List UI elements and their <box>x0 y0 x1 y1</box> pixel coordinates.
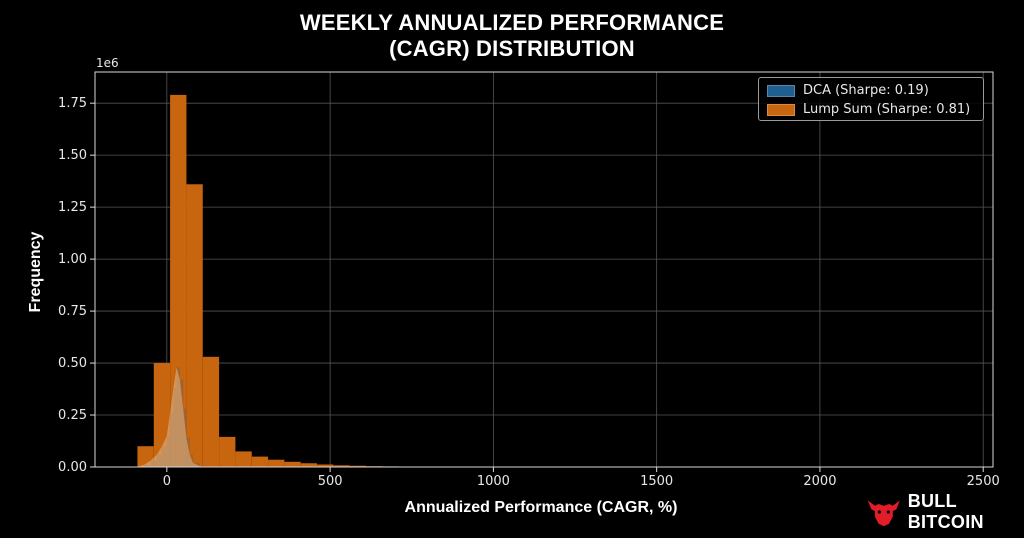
ticks: 0 500 1000 1500 2000 2500 0.00 0.25 0.50 0.75 1.00… <box>58 96 1000 489</box>
lump-sum-bar <box>251 456 269 467</box>
dca-bar <box>143 464 151 467</box>
x-tick-label: 1500 <box>640 474 673 489</box>
bull-head-icon <box>867 500 900 527</box>
legend-item-lump-sum: Lump Sum (Sharpe: 0.81) <box>767 100 975 119</box>
chart-title-line-1: WEEKLY ANNUALIZED PERFORMANCE <box>299 10 725 35</box>
y-tick-label: 1.50 <box>58 148 87 163</box>
dca-bar <box>161 446 167 467</box>
y-tick-label: 0.50 <box>58 356 87 371</box>
dca-bar <box>183 408 187 467</box>
x-tick-label: 0 <box>163 474 171 489</box>
lump-sum-bar <box>137 446 154 467</box>
x-tick-label: 500 <box>318 474 343 489</box>
lump-sum-bar <box>333 465 350 467</box>
y-tick-label: 0.75 <box>58 304 87 319</box>
legend-swatch-lump-sum <box>767 103 795 116</box>
dca-bar <box>157 454 162 467</box>
x-tick-label: 2000 <box>803 474 836 489</box>
x-axis-label: Annualized Performance (CAGR, %) <box>405 499 678 516</box>
y-tick-label: 1.25 <box>58 200 87 215</box>
legend-label-dca: DCA (Sharpe: 0.19) <box>803 83 929 98</box>
y-tick-label: 1.00 <box>58 252 87 267</box>
lump-sum-bar <box>300 463 318 467</box>
dca-bar <box>176 367 180 467</box>
y-scale-label: 1e6 <box>96 56 119 70</box>
legend: DCA (Sharpe: 0.19) Lump Sum (Sharpe: 0.8… <box>758 77 984 121</box>
lump-sum-bar <box>268 459 285 467</box>
brand-logo: BULL BITCOIN <box>866 491 1024 532</box>
dca-bar <box>173 388 177 467</box>
dca-bar <box>179 379 184 467</box>
chart-title-line-2: (CAGR) DISTRIBUTION <box>389 36 635 61</box>
dca-bar <box>199 465 207 467</box>
plot-frame <box>94 71 994 468</box>
dca-density-area <box>137 367 207 467</box>
lump-sum-bar <box>317 464 334 467</box>
dca-bar <box>186 437 190 467</box>
lump-sum-bar <box>349 465 367 467</box>
lump-sum-bar <box>284 461 301 467</box>
lump-sum-bar <box>219 436 236 467</box>
legend-item-dca: DCA (Sharpe: 0.19) <box>767 81 975 100</box>
legend-swatch-dca <box>767 84 795 97</box>
lump-sum-bar <box>186 184 203 467</box>
dca-bar <box>192 462 200 467</box>
y-tick-label: 0.00 <box>58 460 87 475</box>
lump-sum-bar <box>170 94 187 468</box>
chart-title: WEEKLY ANNUALIZED PERFORMANCE (CAGR) DIS… <box>0 10 1024 62</box>
grid <box>95 72 993 468</box>
bars <box>137 94 432 468</box>
dca-bar <box>166 435 171 467</box>
dca-bar <box>189 454 193 467</box>
brand-name: BULL BITCOIN <box>907 491 984 532</box>
x-tick-label: 1000 <box>477 474 510 489</box>
y-tick-label: 1.75 <box>58 96 87 111</box>
y-tick-label: 0.25 <box>58 408 87 423</box>
lump-sum-bar <box>202 356 220 467</box>
y-axis-label: Frequency <box>27 231 44 312</box>
dca-bar <box>150 460 158 467</box>
legend-label-lump-sum: Lump Sum (Sharpe: 0.81) <box>803 102 971 117</box>
x-tick-label: 2500 <box>967 474 1000 489</box>
dca-bar <box>170 412 174 467</box>
lump-sum-bar <box>235 451 252 467</box>
lump-sum-bar <box>153 363 171 467</box>
